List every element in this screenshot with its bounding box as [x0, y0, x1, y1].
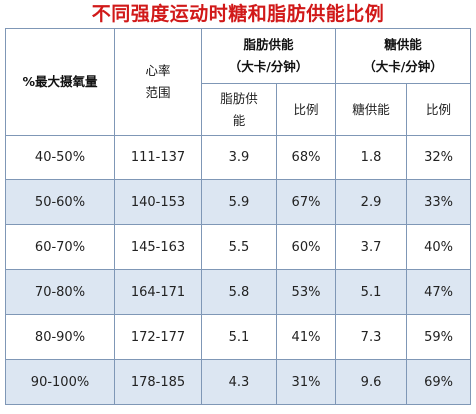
- cell-heart-rate: 140-153: [114, 179, 202, 225]
- cell-sugar-energy: 7.3: [335, 314, 408, 360]
- table-body: 40-50% 111-137 3.9 68% 1.8 32% 50-60% 14…: [5, 135, 472, 405]
- cell-sugar-ratio: 32%: [406, 135, 472, 180]
- table-row: 50-60% 140-153 5.9 67% 2.9 33%: [5, 179, 472, 225]
- cell-fat-ratio: 31%: [275, 359, 337, 405]
- cell-sugar-ratio: 59%: [406, 314, 472, 360]
- header-heart-rate-line1: 心率: [145, 63, 171, 78]
- cell-vo2max: 90-100%: [5, 359, 115, 405]
- cell-sugar-ratio: 33%: [406, 179, 472, 225]
- cell-heart-rate: 111-137: [114, 135, 202, 180]
- header-fat-supply-line1: 脂肪供能: [243, 37, 294, 52]
- cell-fat-energy: 5.9: [201, 179, 277, 225]
- cell-fat-energy: 5.8: [201, 269, 277, 315]
- header-fat-supply: 脂肪供能 （大卡/分钟）: [200, 28, 337, 84]
- cell-heart-rate: 172-177: [114, 314, 202, 360]
- cell-sugar-ratio: 69%: [406, 359, 472, 405]
- subheader-sugar-energy: 糖供能: [335, 83, 408, 136]
- header-heart-rate-line2: 范围: [145, 85, 171, 100]
- header-vo2max: %最大摄氧量: [5, 28, 115, 136]
- cell-fat-energy: 4.3: [201, 359, 277, 405]
- cell-vo2max: 50-60%: [5, 179, 115, 225]
- cell-sugar-energy: 3.7: [335, 224, 408, 270]
- cell-fat-energy: 5.5: [201, 224, 277, 270]
- subheader-fat-energy-line1: 脂肪供: [220, 90, 258, 106]
- subheader-fat-ratio: 比例: [275, 83, 337, 136]
- cell-vo2max: 60-70%: [5, 224, 115, 270]
- cell-sugar-energy: 1.8: [335, 135, 408, 180]
- cell-fat-ratio: 41%: [275, 314, 337, 360]
- header-sugar-supply-line1: 糖供能: [384, 37, 422, 52]
- energy-supply-table: %最大摄氧量 心率 范围 脂肪供能 （大卡/分钟） 糖供能 （大卡/分钟） 脂肪…: [5, 28, 472, 405]
- cell-heart-rate: 145-163: [114, 224, 202, 270]
- subheader-sugar-ratio: 比例: [406, 83, 472, 136]
- header-heart-rate: 心率 范围: [114, 28, 202, 136]
- table-row: 80-90% 172-177 5.1 41% 7.3 59%: [5, 314, 472, 360]
- header-vo2max-label: %最大摄氧量: [22, 74, 98, 89]
- header-fat-supply-line2: （大卡/分钟）: [228, 59, 309, 74]
- cell-vo2max: 70-80%: [5, 269, 115, 315]
- table-row: 40-50% 111-137 3.9 68% 1.8 32%: [5, 135, 472, 180]
- cell-heart-rate: 178-185: [114, 359, 202, 405]
- cell-fat-ratio: 53%: [275, 269, 337, 315]
- header-sugar-supply: 糖供能 （大卡/分钟）: [335, 28, 472, 84]
- cell-heart-rate: 164-171: [114, 269, 202, 315]
- cell-sugar-ratio: 40%: [406, 224, 472, 270]
- cell-fat-ratio: 67%: [275, 179, 337, 225]
- subheader-fat-energy: 脂肪供 能: [201, 83, 277, 136]
- cell-sugar-ratio: 47%: [406, 269, 472, 315]
- cell-sugar-energy: 5.1: [335, 269, 408, 315]
- page-title: 不同强度运动时糖和脂肪供能比例: [91, 3, 385, 25]
- table-header: %最大摄氧量 心率 范围 脂肪供能 （大卡/分钟） 糖供能 （大卡/分钟） 脂肪…: [5, 28, 472, 136]
- cell-fat-ratio: 68%: [275, 135, 337, 180]
- subheader-fat-energy-line2: 能: [232, 112, 246, 128]
- table-row: 60-70% 145-163 5.5 60% 3.7 40%: [5, 224, 472, 270]
- cell-sugar-energy: 2.9: [335, 179, 408, 225]
- cell-fat-energy: 5.1: [201, 314, 277, 360]
- cell-vo2max: 40-50%: [5, 135, 115, 180]
- cell-sugar-energy: 9.6: [335, 359, 408, 405]
- table-row: 90-100% 178-185 4.3 31% 9.6 69%: [5, 359, 472, 405]
- cell-vo2max: 80-90%: [5, 314, 115, 360]
- table-row: 70-80% 164-171 5.8 53% 5.1 47%: [5, 269, 472, 315]
- header-sugar-supply-line2: （大卡/分钟）: [363, 59, 443, 74]
- cell-fat-energy: 3.9: [201, 135, 277, 180]
- cell-fat-ratio: 60%: [275, 224, 337, 270]
